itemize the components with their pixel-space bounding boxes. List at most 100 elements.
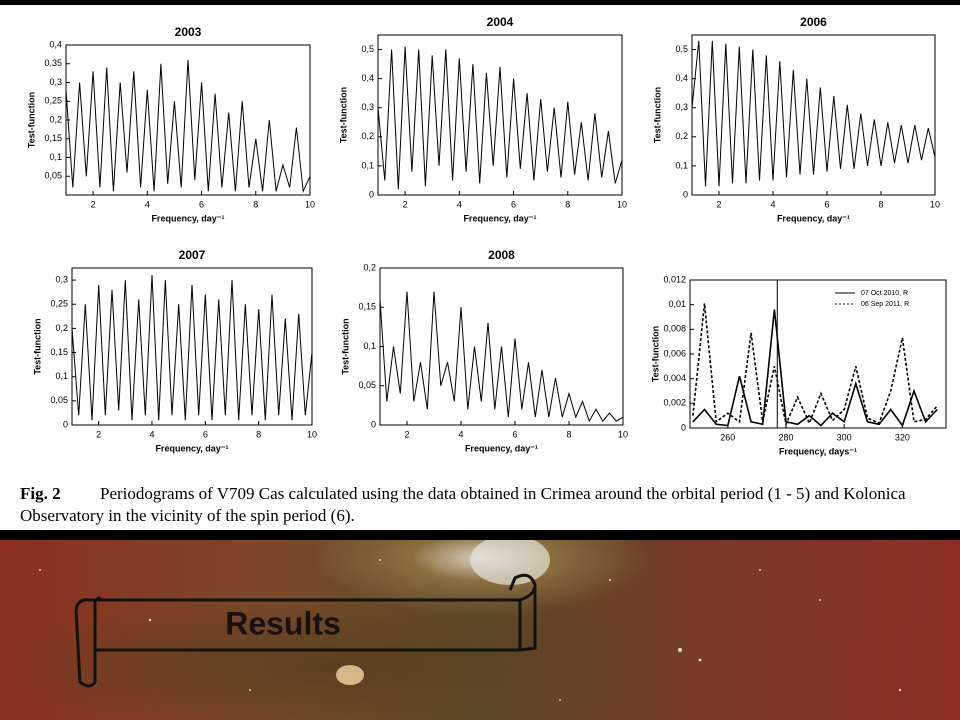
x-tick-label: 2 (96, 429, 101, 439)
x-tick-label: 300 (837, 432, 852, 442)
y-tick-label: 0,01 (668, 299, 686, 309)
x-tick-label: 4 (145, 199, 150, 209)
legend-box (831, 286, 941, 312)
x-tick-label: 10 (305, 199, 315, 209)
x-tick-label: 2 (716, 199, 721, 209)
chart-title: 2007 (179, 248, 206, 262)
y-tick-label: 0 (683, 189, 688, 199)
x-tick-label: 320 (895, 432, 910, 442)
y-axis-label: Test-function (340, 318, 350, 374)
y-axis-label: Test-function (652, 87, 662, 143)
y-axis-label: Test-function (650, 326, 660, 382)
x-tick-label: 8 (565, 199, 570, 209)
y-tick-label: 0,25 (50, 299, 68, 309)
y-tick-label: 0,2 (363, 262, 376, 272)
data-line (377, 46, 623, 190)
x-tick-label: 10 (930, 199, 940, 209)
plot-frame (71, 267, 313, 426)
y-tick-label: 0,004 (663, 373, 686, 383)
x-tick-label: 2 (404, 429, 409, 439)
y-tick-label: 0,2 (675, 131, 688, 141)
x-tick-label: 10 (618, 429, 628, 439)
x-axis-label: Frequency, day⁻¹ (155, 443, 228, 453)
x-axis-label: Frequency, day⁻¹ (777, 213, 850, 223)
y-tick-label: 0,4 (361, 73, 374, 83)
y-tick-label: 0 (63, 419, 68, 429)
y-tick-label: 0,4 (49, 39, 62, 49)
x-tick-label: 4 (458, 429, 463, 439)
y-tick-label: 0,002 (663, 398, 686, 408)
y-tick-label: 0,1 (363, 341, 376, 351)
x-axis-label: Frequency, day⁻¹ (463, 213, 536, 223)
y-tick-label: 0,05 (358, 380, 376, 390)
caption: Fig. 2 Periodograms of V709 Cas calculate… (20, 483, 955, 527)
chart-title: 2006 (800, 15, 827, 29)
x-tick-label: 8 (566, 429, 571, 439)
y-tick-label: 0,3 (675, 102, 688, 112)
data-line (379, 291, 624, 423)
x-tick-label: 4 (149, 429, 154, 439)
charts: 2003 Frequency, day⁻¹ Test-function 0,05 0,1… (26, 15, 947, 456)
data-line (691, 40, 936, 187)
chart-title: 2008 (488, 248, 515, 262)
background: Results (0, 540, 960, 720)
y-tick-label: 0 (371, 419, 376, 429)
x-tick-label: 280 (778, 432, 793, 442)
y-axis-label: Test-function (32, 318, 42, 374)
x-tick-label: 6 (199, 199, 204, 209)
x-tick-label: 4 (457, 199, 462, 209)
plot-frame (691, 34, 936, 196)
caption-label: Fig. 2 (20, 484, 61, 503)
y-tick-label: 0,15 (358, 302, 376, 312)
y-tick-label: 0,05 (50, 395, 68, 405)
y-tick-label: 0,1 (55, 371, 68, 381)
y-tick-label: 0,1 (675, 160, 688, 170)
x-axis-label: Frequency, day⁻¹ (465, 443, 538, 453)
caption-text: Periodograms of V709 Cas calculated usin… (20, 484, 906, 525)
y-axis-label: Test-function (338, 87, 348, 143)
figure-area: 2003 Frequency, day⁻¹ Test-function 0,05 0,1… (0, 5, 960, 530)
data-line (65, 59, 311, 194)
scroll (74, 573, 537, 688)
x-tick-label: 6 (512, 429, 517, 439)
y-tick-label: 0,05 (44, 171, 62, 181)
x-tick-label: 8 (878, 199, 883, 209)
y-tick-label: 0,008 (663, 324, 686, 334)
y-tick-label: 0,25 (44, 96, 62, 106)
x-tick-label: 10 (307, 429, 317, 439)
y-tick-label: 0,3 (49, 77, 62, 87)
x-tick-label: 6 (511, 199, 516, 209)
y-tick-label: 0,012 (663, 274, 686, 284)
banner-title: Results (225, 605, 341, 641)
stars (39, 559, 902, 701)
x-axis-label: Frequency, day⁻¹ (151, 213, 224, 223)
chart-title: 2004 (487, 15, 514, 29)
chart-title: 2003 (175, 25, 202, 39)
plot-frame (377, 34, 623, 196)
legend-label: 07 Oct 2010, R (861, 290, 908, 297)
y-tick-label: 0,5 (361, 44, 374, 54)
y-tick-label: 0,006 (663, 348, 686, 358)
y-tick-label: 0,3 (361, 102, 374, 112)
y-tick-label: 0,35 (44, 58, 62, 68)
x-tick-label: 6 (203, 429, 208, 439)
y-tick-label: 0,15 (50, 347, 68, 357)
y-tick-label: 0,15 (44, 133, 62, 143)
y-tick-label: 0,3 (55, 274, 68, 284)
x-tick-label: 10 (617, 199, 627, 209)
y-tick-label: 0,2 (55, 323, 68, 333)
data-line (692, 309, 938, 428)
y-tick-label: 0,1 (361, 160, 374, 170)
legend-label: 06 Sep 2011, R (861, 301, 909, 308)
x-tick-label: 2 (91, 199, 96, 209)
y-tick-label: 0,2 (49, 114, 62, 124)
y-tick-label: 0,4 (675, 73, 688, 83)
x-tick-label: 4 (770, 199, 775, 209)
x-tick-label: 260 (720, 432, 735, 442)
data-line (692, 303, 938, 427)
y-tick-label: 0,5 (675, 44, 688, 54)
y-axis-label: Test-function (26, 92, 36, 148)
x-tick-label: 8 (256, 429, 261, 439)
banner-layer: Results (39, 540, 902, 701)
